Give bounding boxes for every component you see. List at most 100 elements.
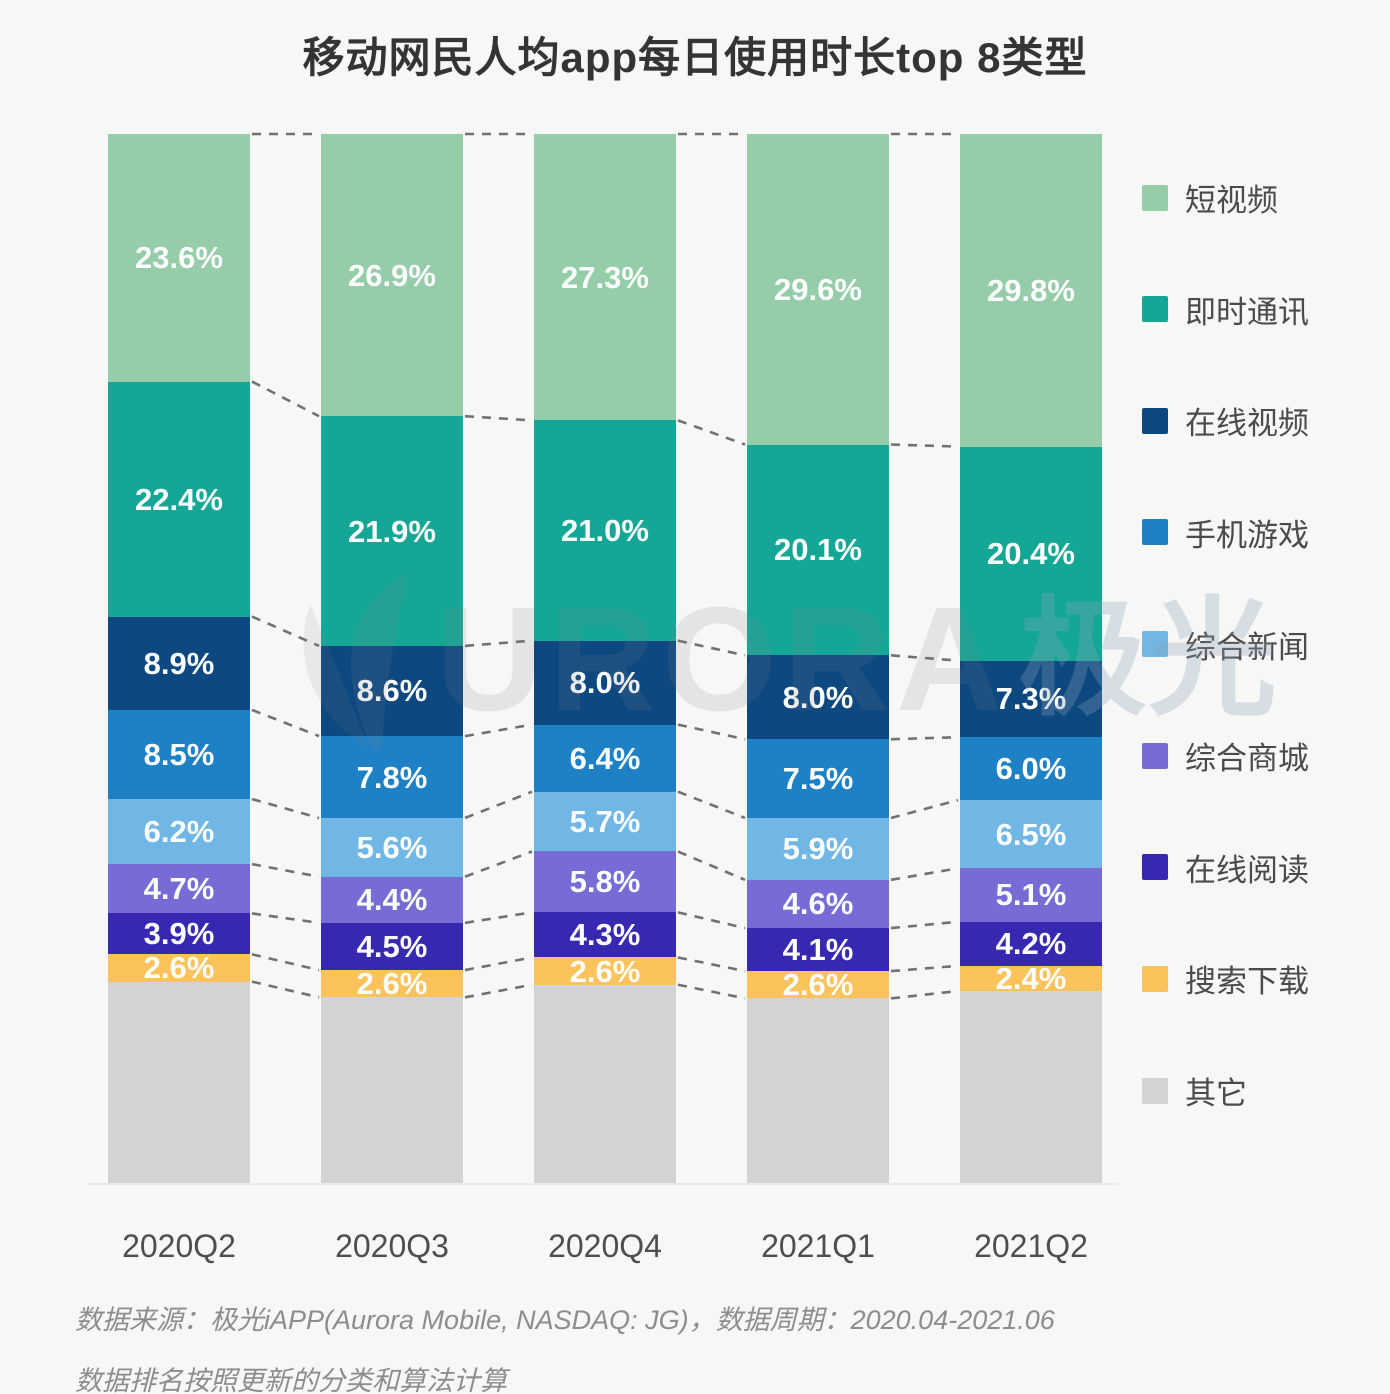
- segment-value-label: 6.0%: [995, 751, 1067, 787]
- connector-line: [677, 790, 746, 820]
- bar-segment-手机游戏-2021Q2: 6.0%: [960, 737, 1102, 801]
- bar-segment-手机游戏-2020Q4: 6.4%: [534, 724, 676, 792]
- connector-line: [464, 956, 533, 972]
- bar-segment-手机游戏-2021Q1: 7.5%: [747, 739, 889, 818]
- legend-item-其它: 其它: [1142, 1068, 1377, 1113]
- segment-value-label: 4.2%: [995, 926, 1067, 962]
- legend-label: 搜索下载: [1185, 964, 1309, 1000]
- legend-swatch-icon: [1142, 184, 1168, 211]
- connector-line: [464, 723, 533, 738]
- segment-value-label: 6.4%: [569, 740, 641, 776]
- x-axis-label-2020Q4: 2020Q4: [548, 1228, 662, 1264]
- connector-line: [251, 953, 320, 972]
- segment-value-label: 22.4%: [135, 481, 223, 517]
- connector-line: [890, 443, 959, 448]
- segment-value-label: 4.3%: [569, 917, 641, 953]
- connector-line: [677, 983, 746, 1000]
- bar-segment-搜索下载-2020Q2: 2.6%: [108, 950, 250, 986]
- segment-value-label: 2.6%: [356, 966, 428, 1002]
- stacked-bar-2020Q3: 26.9% 21.9% 8.6% 7.8% 5.6% 4.4% 4.5% 2.6%: [321, 134, 463, 1183]
- bar-segment-其它-2020Q2: [108, 981, 250, 1183]
- segment-value-label: 2.6%: [143, 950, 215, 986]
- connector-line: [251, 797, 320, 820]
- segment-value-label: 8.9%: [143, 645, 215, 681]
- bar-segment-在线阅读-2020Q2: 3.9%: [108, 913, 250, 955]
- connector-line: [464, 414, 533, 422]
- bar-segment-在线阅读-2020Q3: 4.5%: [321, 922, 463, 970]
- legend-swatch-icon: [1142, 296, 1168, 323]
- bar-segment-综合商城-2021Q1: 4.6%: [747, 879, 889, 929]
- bar-segment-短视频-2021Q1: 29.6%: [747, 134, 889, 445]
- bar-segment-其它-2021Q2: [960, 990, 1102, 1183]
- bar-segment-搜索下载-2021Q1: 2.6%: [747, 967, 889, 1003]
- connector-line: [677, 723, 746, 741]
- segment-value-label: 23.6%: [135, 240, 223, 276]
- bar-segment-搜索下载-2021Q2: 2.4%: [960, 963, 1102, 994]
- segment-value-label: 4.1%: [782, 932, 854, 968]
- connector-line: [251, 380, 320, 418]
- connector-line: [677, 639, 746, 657]
- segment-value-label: 7.5%: [782, 761, 854, 797]
- connector-line: [464, 850, 533, 878]
- footer-source: 数据来源：极光iAPP(Aurora Mobile, NASDAQ: JG)，数…: [75, 1305, 1055, 1335]
- bar-segment-手机游戏-2020Q2: 8.5%: [108, 709, 250, 800]
- connector-line: [464, 911, 533, 925]
- segment-value-label: 8.5%: [143, 736, 215, 772]
- bar-segment-即时通讯-2021Q2: 20.4%: [960, 446, 1102, 661]
- connector-line: [890, 735, 959, 741]
- segment-value-label: 5.7%: [569, 804, 641, 840]
- segment-value-label: 6.2%: [143, 814, 215, 850]
- segment-value-label: 8.0%: [569, 665, 641, 701]
- connector-line: [251, 615, 320, 648]
- legend-label: 综合新闻: [1185, 629, 1309, 665]
- bar-segment-短视频-2020Q3: 26.9%: [321, 134, 463, 417]
- bar-segment-手机游戏-2020Q3: 7.8%: [321, 736, 463, 818]
- connector-line: [890, 867, 959, 882]
- bar-segment-在线视频-2020Q3: 8.6%: [321, 645, 463, 737]
- legend-item-在线阅读: 在线阅读: [1142, 845, 1377, 890]
- x-axis-label-2020Q3: 2020Q3: [335, 1228, 449, 1264]
- segment-value-label: 4.4%: [356, 882, 428, 918]
- bar-segment-即时通讯-2020Q3: 21.9%: [321, 416, 463, 646]
- connector-line: [251, 708, 320, 738]
- segment-value-label: 27.3%: [561, 259, 649, 295]
- bar-segment-其它-2020Q4: [534, 984, 676, 1183]
- segment-value-label: 2.6%: [782, 967, 854, 1003]
- connector-line: [677, 850, 746, 882]
- bar-segment-综合新闻-2020Q2: 6.2%: [108, 799, 250, 865]
- bar-segment-其它-2020Q3: [321, 997, 463, 1183]
- segment-value-label: 21.0%: [561, 513, 649, 549]
- stacked-bar-2021Q2: 29.8% 20.4% 7.3% 6.0% 6.5% 5.1% 4.2% 2.4%: [960, 134, 1102, 1183]
- legend-swatch-icon: [1142, 519, 1168, 546]
- legend-label: 综合商城: [1185, 741, 1309, 777]
- segment-value-label: 8.0%: [782, 679, 854, 715]
- legend-item-在线视频: 在线视频: [1142, 398, 1377, 443]
- bar-segment-短视频-2020Q4: 27.3%: [534, 134, 676, 421]
- footer: 数据来源：极光iAPP(Aurora Mobile, NASDAQ: JG)，数…: [75, 1298, 1315, 1394]
- legend-label: 其它: [1185, 1076, 1247, 1111]
- bar-segment-综合商城-2020Q3: 4.4%: [321, 876, 463, 923]
- footer-note: 数据排名按照更新的分类和算法计算: [75, 1366, 507, 1394]
- connector-line: [677, 911, 746, 930]
- connector-line: [464, 639, 533, 648]
- legend-label: 在线阅读: [1185, 852, 1309, 888]
- bar-segment-即时通讯-2021Q1: 20.1%: [747, 444, 889, 656]
- legend-item-即时通讯: 即时通讯: [1142, 287, 1377, 332]
- bar-segment-在线阅读-2020Q4: 4.3%: [534, 912, 676, 958]
- connector-line: [890, 798, 959, 820]
- connector-line: [464, 983, 533, 999]
- bar-segment-综合商城-2020Q4: 5.8%: [534, 851, 676, 913]
- bar-segment-短视频-2021Q2: 29.8%: [960, 134, 1102, 447]
- bar-segment-搜索下载-2020Q4: 2.6%: [534, 956, 676, 987]
- bar-segment-综合新闻-2021Q2: 6.5%: [960, 800, 1102, 869]
- legend-swatch-icon: [1142, 854, 1168, 881]
- legend-label: 即时通讯: [1185, 294, 1309, 330]
- bar-segment-在线视频-2020Q4: 8.0%: [534, 640, 676, 725]
- legend-swatch-icon: [1142, 407, 1168, 434]
- connector-line: [677, 419, 746, 446]
- stacked-bar-2021Q1: 29.6% 20.1% 8.0% 7.5% 5.9% 4.6% 4.1% 2.6%: [747, 134, 889, 1183]
- legend-item-短视频: 短视频: [1142, 175, 1377, 220]
- stacked-bar-2020Q4: 27.3% 21.0% 8.0% 6.4% 5.7% 5.8% 4.3% 2.6%: [534, 134, 676, 1183]
- segment-value-label: 7.8%: [356, 759, 428, 795]
- legend-label: 在线视频: [1185, 406, 1309, 442]
